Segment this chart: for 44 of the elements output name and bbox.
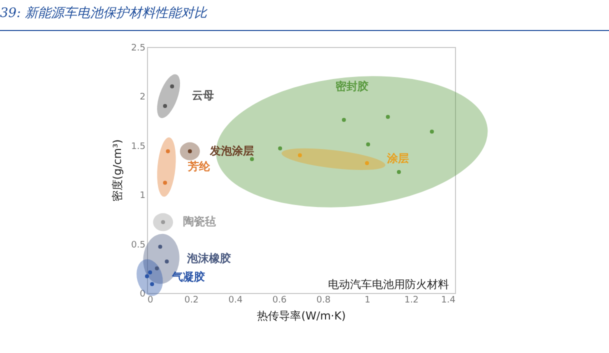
x-tick-label: 0.4 bbox=[228, 296, 243, 306]
x-tick-label: 1 bbox=[364, 296, 370, 306]
series-label: 泡沫橡胶 bbox=[186, 252, 231, 265]
chart-title: 39: 新能源车电池保护材料性能对比 bbox=[0, 4, 609, 31]
y-tick-label: 0.5 bbox=[131, 240, 146, 250]
series-label: 涂层 bbox=[386, 152, 409, 166]
y-tick-label: 1 bbox=[140, 191, 146, 202]
point bbox=[170, 84, 174, 88]
point bbox=[148, 270, 152, 274]
point bbox=[163, 104, 168, 108]
y-tick-label: 1.5 bbox=[131, 142, 146, 152]
point bbox=[366, 142, 370, 146]
point bbox=[154, 266, 159, 270]
series-label: 陶瓷毡 bbox=[183, 215, 216, 228]
point bbox=[158, 244, 162, 249]
x-tick-label: 0.8 bbox=[316, 296, 331, 306]
text: 密封胶 bbox=[335, 80, 368, 93]
y-tick-label: 2.5 bbox=[131, 44, 146, 54]
point bbox=[342, 118, 346, 122]
point bbox=[386, 114, 390, 119]
series-label: 云母 bbox=[192, 89, 214, 102]
point bbox=[145, 274, 149, 278]
x-axis-title: 热传导率(W/m·K) bbox=[257, 310, 346, 322]
point bbox=[365, 161, 369, 166]
x-tick-label: 0.2 bbox=[184, 296, 199, 306]
point bbox=[430, 130, 434, 134]
series-label: 发泡涂层 bbox=[208, 144, 254, 158]
x-tick-label: 1.2 bbox=[404, 296, 419, 306]
x-tick-label: 0 bbox=[148, 296, 154, 306]
annotation: 电动汽车电池用防火材料 bbox=[328, 278, 449, 291]
x-tick-label: 0.6 bbox=[272, 296, 287, 306]
point bbox=[164, 260, 169, 264]
point bbox=[298, 153, 302, 158]
point bbox=[250, 157, 254, 162]
point bbox=[396, 170, 401, 174]
y-tick-label: 2 bbox=[140, 92, 146, 103]
x-tick-label: 1.4 bbox=[441, 296, 456, 306]
y-axis-title: 密度(g/cm³) bbox=[111, 139, 124, 202]
series-label: 气凝胶 bbox=[171, 270, 206, 284]
series-label: 芳纶 bbox=[186, 160, 211, 174]
point bbox=[150, 282, 154, 286]
point bbox=[278, 146, 282, 150]
point bbox=[166, 149, 170, 154]
point bbox=[163, 180, 168, 185]
